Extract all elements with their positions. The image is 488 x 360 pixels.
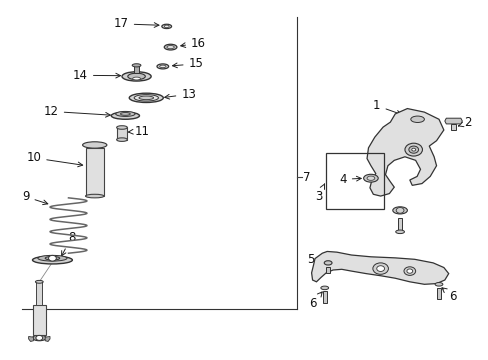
- Ellipse shape: [162, 24, 171, 28]
- Ellipse shape: [164, 25, 169, 28]
- Circle shape: [376, 266, 384, 271]
- Bar: [325, 267, 329, 273]
- Text: 13: 13: [164, 88, 196, 101]
- Text: 4: 4: [339, 173, 361, 186]
- Circle shape: [403, 267, 415, 275]
- Polygon shape: [366, 109, 443, 196]
- Bar: [85, 148, 104, 196]
- Ellipse shape: [366, 176, 374, 180]
- Bar: [32, 305, 46, 336]
- Text: 6: 6: [441, 288, 455, 303]
- Bar: [322, 292, 326, 303]
- Circle shape: [48, 255, 56, 261]
- Ellipse shape: [32, 256, 72, 264]
- Bar: [436, 288, 440, 299]
- Ellipse shape: [139, 96, 153, 100]
- Bar: [116, 127, 127, 140]
- Text: 10: 10: [26, 151, 82, 167]
- Ellipse shape: [45, 256, 60, 260]
- Ellipse shape: [122, 72, 151, 81]
- Ellipse shape: [111, 112, 139, 119]
- Text: 17: 17: [114, 17, 159, 30]
- Polygon shape: [444, 118, 461, 124]
- Circle shape: [36, 336, 42, 341]
- Ellipse shape: [32, 335, 46, 341]
- Bar: [325, 153, 383, 208]
- Text: 11: 11: [128, 125, 150, 138]
- Ellipse shape: [166, 45, 174, 49]
- Ellipse shape: [434, 283, 442, 286]
- Ellipse shape: [363, 174, 377, 182]
- Ellipse shape: [35, 280, 43, 283]
- Text: 16: 16: [181, 37, 205, 50]
- Ellipse shape: [127, 73, 145, 80]
- Text: 15: 15: [172, 57, 203, 71]
- Text: 2: 2: [458, 116, 471, 129]
- Ellipse shape: [129, 93, 163, 103]
- Circle shape: [404, 143, 422, 156]
- Ellipse shape: [395, 230, 404, 234]
- Ellipse shape: [120, 112, 130, 115]
- Ellipse shape: [159, 65, 165, 68]
- Ellipse shape: [82, 142, 107, 148]
- Text: 5: 5: [306, 253, 322, 266]
- Text: 14: 14: [73, 69, 120, 82]
- Ellipse shape: [85, 194, 104, 198]
- Text: 9: 9: [22, 190, 48, 204]
- Circle shape: [408, 146, 418, 153]
- Ellipse shape: [116, 111, 135, 116]
- Bar: [450, 124, 456, 130]
- Circle shape: [372, 263, 387, 274]
- Polygon shape: [45, 337, 50, 342]
- Circle shape: [406, 269, 412, 273]
- Circle shape: [411, 148, 415, 151]
- Text: 7: 7: [302, 171, 310, 184]
- Bar: [36, 282, 42, 305]
- Ellipse shape: [134, 95, 158, 101]
- Circle shape: [395, 207, 403, 213]
- Text: 3: 3: [314, 184, 324, 203]
- Ellipse shape: [38, 255, 67, 261]
- Polygon shape: [29, 337, 33, 342]
- Ellipse shape: [132, 77, 140, 80]
- Bar: [134, 65, 139, 73]
- Ellipse shape: [116, 138, 127, 141]
- Text: 1: 1: [372, 99, 401, 115]
- Ellipse shape: [164, 44, 177, 50]
- Ellipse shape: [410, 116, 424, 122]
- Ellipse shape: [392, 207, 407, 214]
- Bar: [397, 217, 401, 232]
- Text: 6: 6: [308, 292, 322, 310]
- Text: 8: 8: [61, 231, 75, 256]
- Ellipse shape: [132, 64, 141, 67]
- Ellipse shape: [157, 64, 168, 69]
- Text: 12: 12: [43, 105, 110, 118]
- Polygon shape: [311, 251, 448, 284]
- Ellipse shape: [320, 286, 328, 290]
- Ellipse shape: [116, 126, 127, 129]
- Ellipse shape: [324, 261, 331, 265]
